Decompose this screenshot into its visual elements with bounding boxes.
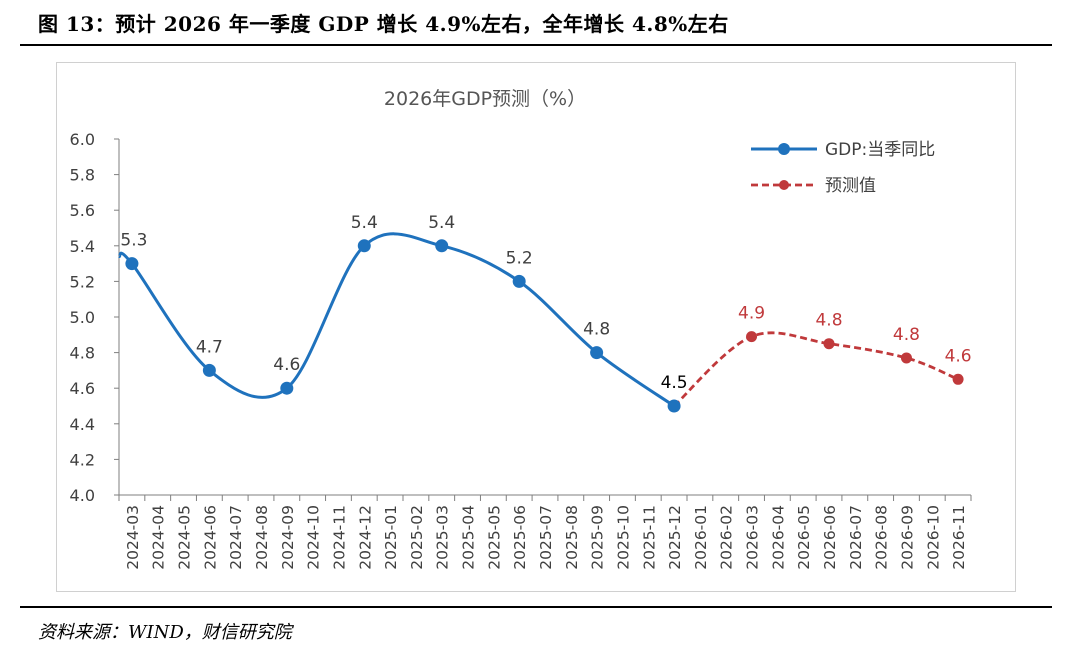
forecast-data-point bbox=[900, 352, 912, 364]
y-tick-label: 5.8 bbox=[70, 166, 95, 185]
x-tick-label: 2026-06 bbox=[821, 505, 839, 570]
gdp-data-label: 4.6 bbox=[273, 355, 300, 375]
x-tick-label: 2026-03 bbox=[744, 505, 762, 570]
x-tick-label: 2025-05 bbox=[485, 505, 503, 570]
y-tick-label: 5.4 bbox=[70, 237, 95, 256]
x-tick-label: 2024-08 bbox=[253, 505, 271, 570]
x-tick-label: 2026-02 bbox=[718, 505, 736, 570]
gdp-data-point bbox=[125, 257, 139, 271]
forecast-data-label: 4.8 bbox=[815, 311, 842, 331]
forecast-data-label: 4.9 bbox=[738, 304, 765, 324]
gdp-data-label: 4.5 bbox=[661, 373, 688, 393]
bottom-rule bbox=[20, 606, 1052, 608]
gdp-data-point bbox=[280, 381, 294, 395]
y-tick-label: 4.0 bbox=[70, 486, 95, 505]
gdp-data-point bbox=[667, 399, 681, 413]
top-rule bbox=[20, 44, 1052, 46]
gdp-data-point bbox=[590, 346, 604, 360]
x-tick-label: 2025-11 bbox=[640, 505, 658, 570]
x-tick-label: 2025-08 bbox=[563, 505, 581, 570]
x-tick-label: 2026-08 bbox=[873, 505, 891, 570]
x-tick-label: 2025-12 bbox=[666, 505, 684, 570]
figure-title: 图 13：预计 2026 年一季度 GDP 增长 4.9%左右，全年增长 4.8… bbox=[38, 12, 729, 36]
legend-gdp-label: GDP:当季同比 bbox=[825, 140, 935, 160]
legend-forecast-swatch-marker bbox=[779, 180, 789, 190]
source-note: 资料来源：WIND，财信研究院 bbox=[38, 622, 292, 643]
x-tick-label: 2026-01 bbox=[692, 505, 710, 570]
y-tick-label: 4.8 bbox=[70, 344, 95, 363]
gdp-data-label: 4.7 bbox=[196, 337, 223, 357]
x-tick-label: 2024-10 bbox=[305, 505, 323, 570]
x-tick-label: 2024-07 bbox=[227, 505, 245, 570]
forecast-data-label: 4.8 bbox=[893, 325, 920, 345]
gdp-data-point bbox=[357, 239, 371, 253]
x-tick-label: 2025-03 bbox=[434, 505, 452, 570]
x-tick-label: 2025-02 bbox=[408, 505, 426, 570]
y-tick-label: 4.6 bbox=[70, 379, 95, 398]
x-tick-label: 2024-04 bbox=[150, 505, 168, 570]
x-tick-label: 2025-09 bbox=[589, 505, 607, 570]
forecast-data-point bbox=[823, 338, 835, 350]
forecast-data-point bbox=[952, 373, 964, 385]
gdp-forecast-chart: 2026年GDP预测（%） 6.0 5.8 5.6 5.4 5.2 5.0 4.8 4.6 4.4… bbox=[70, 88, 972, 570]
y-tick-label: 4.4 bbox=[70, 415, 95, 434]
gdp-data-label: 5.2 bbox=[506, 248, 533, 268]
gdp-data-label: 5.4 bbox=[351, 213, 378, 233]
x-tick-label: 2026-04 bbox=[769, 505, 787, 570]
y-tick-label: 5.0 bbox=[70, 308, 95, 327]
x-tick-label: 2026-10 bbox=[924, 505, 942, 570]
y-tick-label: 5.2 bbox=[70, 272, 95, 291]
x-tick-label: 2025-01 bbox=[382, 505, 400, 570]
x-tick-label: 2026-05 bbox=[795, 505, 813, 570]
gdp-data-label: 4.8 bbox=[583, 320, 610, 340]
forecast-data-point bbox=[746, 331, 758, 343]
gdp-data-point bbox=[512, 274, 526, 288]
x-tick-label: 2024-03 bbox=[124, 505, 142, 570]
legend-forecast-label: 预测值 bbox=[825, 176, 876, 196]
forecast-data-label: 4.6 bbox=[945, 346, 972, 366]
y-tick-label: 6.0 bbox=[70, 130, 95, 149]
forecast-series-line bbox=[673, 331, 959, 408]
y-tick-label: 5.6 bbox=[70, 201, 95, 220]
x-tick-label: 2024-11 bbox=[330, 505, 348, 570]
chart-frame: 2026年GDP预测（%） 6.0 5.8 5.6 5.4 5.2 5.0 4.8 4.6 4.4… bbox=[56, 62, 1016, 592]
gdp-data-point bbox=[435, 239, 449, 253]
x-tick-label: 2025-04 bbox=[460, 505, 478, 570]
chart-title: 2026年GDP预测（%） bbox=[384, 88, 586, 110]
y-tick-label: 4.2 bbox=[70, 450, 95, 469]
x-tick-label: 2026-07 bbox=[847, 505, 865, 570]
legend-gdp-swatch-marker bbox=[778, 143, 790, 155]
x-tick-label: 2024-05 bbox=[176, 505, 194, 570]
x-tick-label: 2026-09 bbox=[898, 505, 916, 570]
gdp-data-point bbox=[202, 363, 216, 377]
x-tick-label: 2024-09 bbox=[279, 505, 297, 570]
x-tick-label: 2025-07 bbox=[537, 505, 555, 570]
x-tick-label: 2026-11 bbox=[950, 505, 968, 570]
x-tick-label: 2024-12 bbox=[356, 505, 374, 570]
gdp-data-label: 5.4 bbox=[428, 213, 455, 233]
x-tick-label: 2025-10 bbox=[614, 505, 632, 570]
x-tick-label: 2024-06 bbox=[201, 505, 219, 570]
x-tick-label: 2025-06 bbox=[511, 505, 529, 570]
gdp-data-label: 5.3 bbox=[120, 231, 147, 251]
